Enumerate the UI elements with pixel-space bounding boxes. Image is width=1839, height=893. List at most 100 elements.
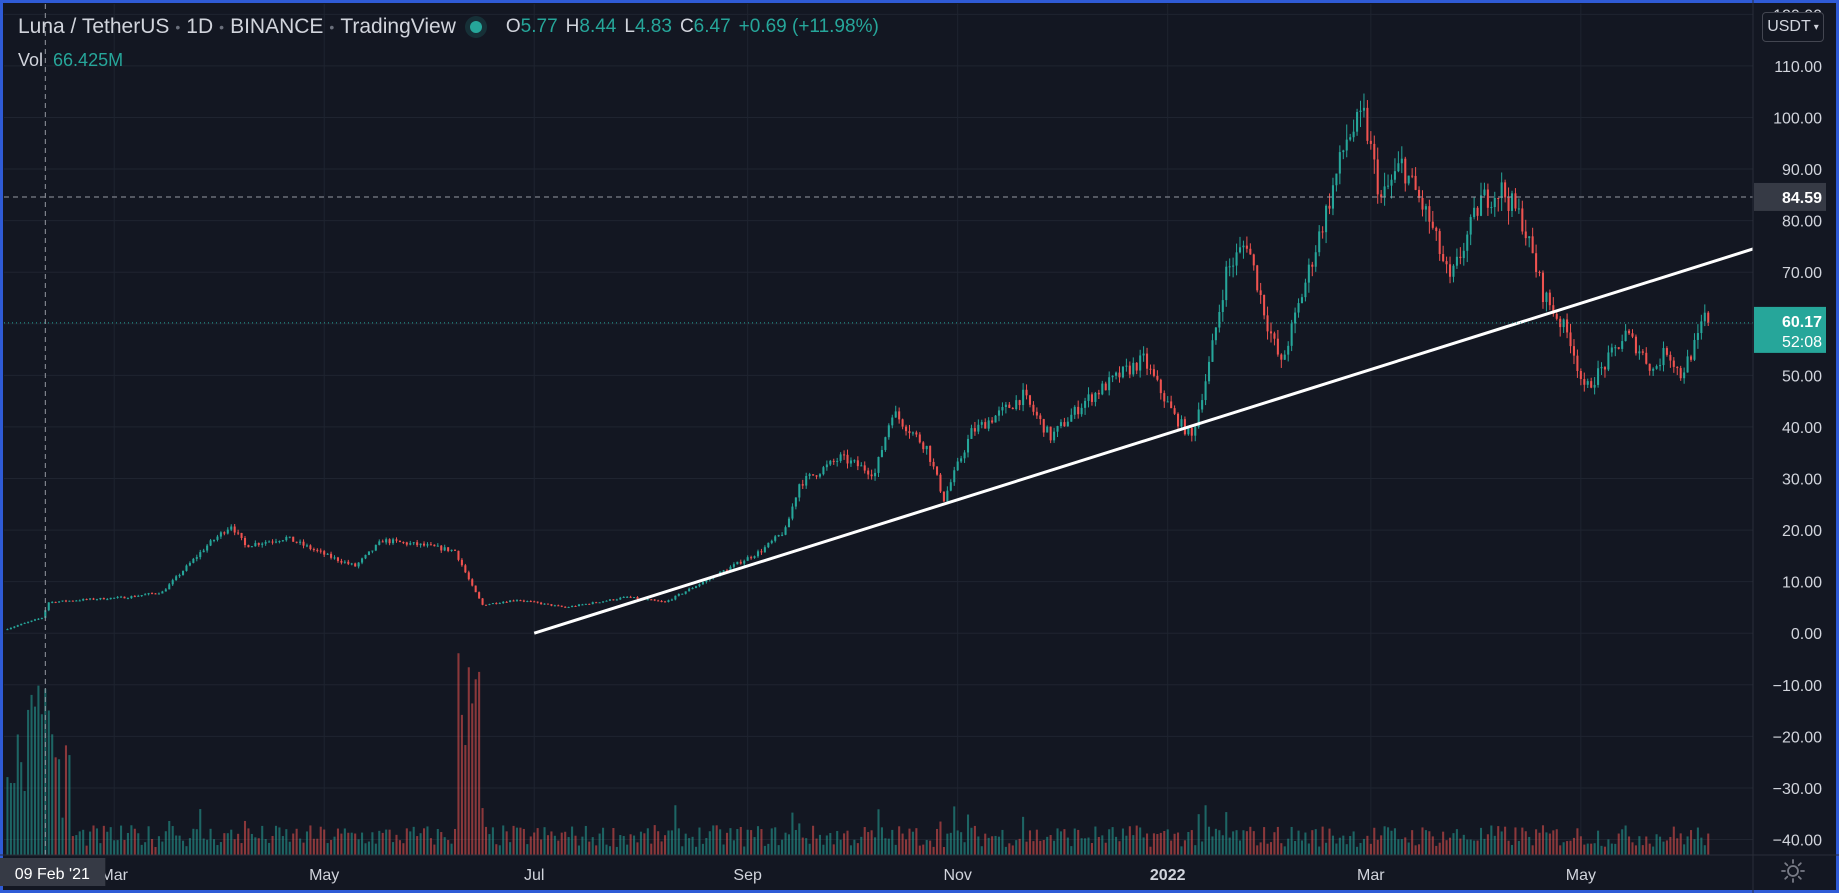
candle-body bbox=[646, 599, 649, 601]
volume-bar bbox=[1659, 836, 1662, 855]
candle-body bbox=[612, 599, 615, 601]
volume-bar bbox=[491, 827, 494, 855]
legend-separator: • bbox=[219, 19, 225, 35]
candle-body bbox=[1490, 207, 1493, 209]
candle-body bbox=[1421, 197, 1424, 210]
volume-bar bbox=[657, 831, 660, 855]
trendline[interactable] bbox=[533, 247, 1754, 635]
volume-bar bbox=[37, 685, 40, 855]
candle-body bbox=[130, 596, 133, 599]
volume-bar bbox=[305, 831, 309, 855]
volume-bar bbox=[1004, 846, 1007, 855]
price-tick-label: 40.00 bbox=[1782, 420, 1822, 437]
candle-body bbox=[880, 449, 883, 457]
candle-body bbox=[536, 601, 539, 603]
volume-bar bbox=[233, 839, 236, 855]
volume-bar bbox=[409, 831, 412, 855]
candle-body bbox=[808, 474, 811, 476]
market-status-icon[interactable] bbox=[469, 21, 482, 33]
candle-body bbox=[657, 600, 660, 602]
volume-bar bbox=[1493, 835, 1496, 855]
volume-bar bbox=[212, 839, 216, 855]
volume-bar bbox=[316, 838, 319, 855]
candle-body bbox=[233, 526, 236, 533]
volume-bar bbox=[670, 830, 673, 855]
volume-bar bbox=[1469, 839, 1472, 855]
candle-body bbox=[622, 596, 625, 598]
candle-body bbox=[61, 600, 64, 602]
candle-body bbox=[1359, 110, 1362, 113]
volume-bar bbox=[1414, 845, 1417, 855]
candle-body bbox=[1059, 422, 1063, 427]
volume-bar bbox=[1232, 831, 1235, 855]
time-tick-label: Jul bbox=[524, 867, 544, 884]
volume-bar bbox=[1393, 828, 1396, 855]
volume-bar bbox=[64, 745, 68, 855]
candle-body bbox=[347, 561, 350, 564]
candle-body bbox=[1466, 234, 1469, 251]
interval-label[interactable]: 1D bbox=[186, 15, 214, 38]
volume-bar bbox=[870, 830, 873, 855]
candle-body bbox=[1008, 404, 1011, 408]
volume-bar bbox=[898, 826, 901, 855]
volume-bar bbox=[120, 825, 123, 855]
volume-bar bbox=[164, 831, 167, 855]
volume-bar bbox=[1597, 830, 1600, 855]
candle-body bbox=[1142, 353, 1145, 356]
candle-body bbox=[1256, 265, 1259, 291]
symbol-name[interactable]: Luna / TetherUS bbox=[18, 15, 170, 38]
candle-body bbox=[956, 461, 959, 471]
candle-body bbox=[330, 553, 333, 558]
currency-button[interactable]: USDT ▾ bbox=[1762, 12, 1824, 42]
candle-body bbox=[361, 558, 364, 563]
volume-bar bbox=[619, 834, 622, 855]
volume-bar bbox=[1269, 842, 1273, 855]
volume-bar bbox=[1080, 838, 1083, 855]
volume-bar bbox=[1507, 840, 1510, 855]
candle-body bbox=[526, 601, 529, 603]
candle-body bbox=[812, 474, 815, 476]
volume-bar bbox=[894, 844, 897, 855]
gear-icon[interactable] bbox=[1780, 858, 1806, 884]
time-tick-label: Sep bbox=[733, 867, 762, 884]
volume-bar bbox=[423, 828, 426, 855]
volume-bar bbox=[935, 828, 939, 855]
volume-bar bbox=[1342, 835, 1345, 855]
candle-body bbox=[316, 549, 319, 551]
volume-bar bbox=[1462, 834, 1465, 855]
candle-body bbox=[478, 592, 481, 599]
volume-bar bbox=[515, 827, 519, 855]
candle-body bbox=[1018, 400, 1021, 406]
candle-body bbox=[333, 557, 336, 559]
candle-body bbox=[54, 601, 57, 603]
candle-body bbox=[1197, 409, 1200, 427]
volume-bar bbox=[1655, 834, 1658, 855]
volume-bar bbox=[1455, 829, 1458, 855]
volume-bar bbox=[1404, 837, 1407, 855]
volume-bar bbox=[175, 835, 178, 855]
candle-body bbox=[343, 561, 346, 563]
candle-body bbox=[416, 542, 419, 546]
candle-body bbox=[1586, 381, 1589, 385]
candle-body bbox=[1214, 327, 1217, 341]
volume-bar bbox=[911, 831, 914, 855]
candle-body bbox=[1163, 393, 1166, 402]
volume-bar bbox=[918, 845, 921, 855]
candle-body bbox=[1483, 189, 1486, 196]
candle-body bbox=[1414, 175, 1417, 190]
volume-bar bbox=[633, 835, 636, 855]
volume-bar bbox=[1011, 845, 1014, 855]
candle-body bbox=[178, 574, 181, 577]
volume-bar bbox=[756, 826, 760, 855]
volume-bar bbox=[1135, 825, 1138, 855]
candle-body bbox=[1659, 365, 1662, 367]
candle-body bbox=[608, 599, 611, 601]
candle-body bbox=[1435, 227, 1438, 232]
price-tick-label: 110.00 bbox=[1774, 59, 1822, 76]
time-tick-label: May bbox=[309, 867, 339, 884]
volume-bar bbox=[1679, 833, 1682, 855]
candle-body bbox=[1194, 426, 1197, 436]
candle-body bbox=[1349, 137, 1352, 140]
candle-body bbox=[488, 604, 491, 606]
